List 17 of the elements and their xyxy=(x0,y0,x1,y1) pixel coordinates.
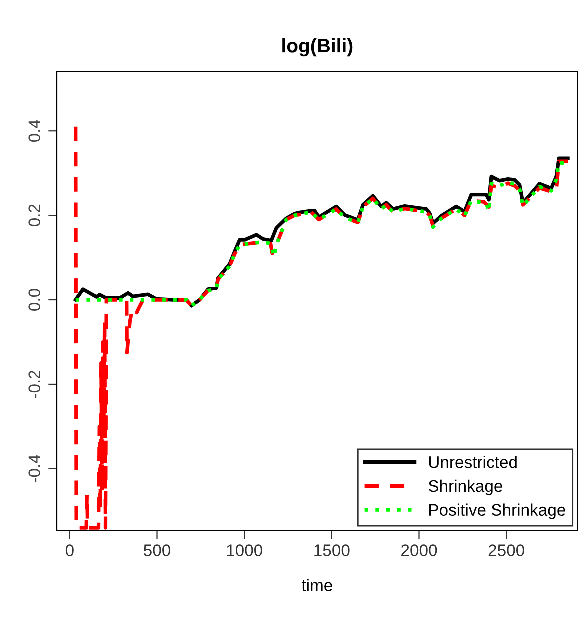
legend-label: Shrinkage xyxy=(428,480,502,496)
x-axis-title: time xyxy=(302,579,332,592)
legend-label: Positive Shrinkage xyxy=(430,504,566,520)
x-tick-label: 500 xyxy=(144,544,171,556)
x-tick-label: 0 xyxy=(66,544,74,556)
y-tick-label: 0.4 xyxy=(28,120,41,142)
y-tick-label: 0.0 xyxy=(28,289,41,311)
y-tick-label: -0.4 xyxy=(28,455,41,483)
chart-title: log(Bili) xyxy=(282,38,353,57)
x-tick-label: 2500 xyxy=(488,544,524,556)
x-tick-label: 1500 xyxy=(314,544,350,556)
y-tick-label: 0.2 xyxy=(28,204,41,226)
x-tick-label: 1000 xyxy=(227,544,262,556)
legend-label: Unrestricted xyxy=(429,456,517,468)
y-tick-label: -0.2 xyxy=(28,370,41,398)
line-series xyxy=(74,125,570,530)
x-tick-label: 2000 xyxy=(402,544,438,556)
